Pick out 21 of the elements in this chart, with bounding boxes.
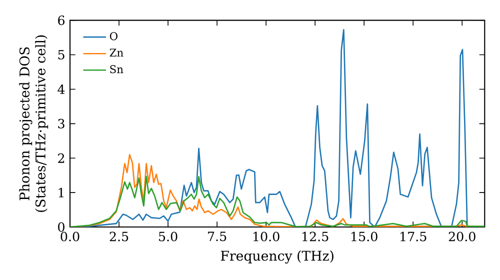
legend-label: Sn xyxy=(110,65,124,74)
y-tick-label: 2 xyxy=(58,153,64,163)
y-tick-label: 3 xyxy=(58,118,64,128)
legend-label: Zn xyxy=(110,48,124,56)
y-tick-label: 6 xyxy=(58,16,64,26)
y-axis-title: Phonon projected DOS (States/THz·primitive cell) xyxy=(19,35,48,212)
y-tick-label: 0 xyxy=(58,222,64,232)
x-tick-label: 20.0 xyxy=(448,232,476,242)
x-tick-label: 17.5 xyxy=(400,232,426,242)
x-tick-label: 10.0 xyxy=(254,232,280,242)
y-tick-label: 5 xyxy=(58,50,64,60)
x-tick-label: 15.0 xyxy=(352,232,378,242)
x-tick-label: 0.0 xyxy=(60,232,80,242)
x-axis-title: Frequency (THz) xyxy=(220,250,334,264)
y-tick-label: 4 xyxy=(58,84,65,94)
x-tick-label: 2.5 xyxy=(110,232,128,242)
x-tick-label: 7.5 xyxy=(208,232,226,242)
y-tick-label: 1 xyxy=(58,188,64,198)
x-tick-label: 5.0 xyxy=(159,232,178,242)
legend-label: O xyxy=(110,32,118,40)
x-tick-label: 12.5 xyxy=(302,232,328,242)
